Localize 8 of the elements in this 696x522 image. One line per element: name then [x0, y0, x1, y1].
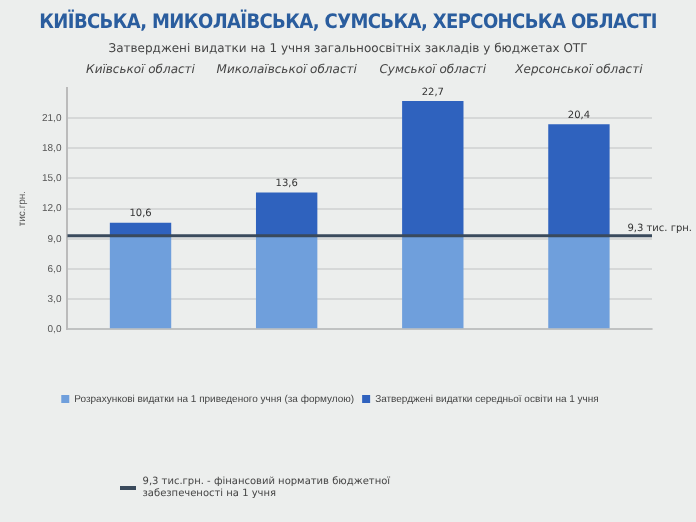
bar: [255, 235, 318, 329]
bar: [402, 235, 464, 329]
bar: [255, 192, 318, 236]
chart-title: КИЇВСЬКА, МИКОЛАЇВСЬКА, СУМСЬКА, ХЕРСОНСЬКА ОБЛАСТІ: [37, 12, 659, 34]
bar: [548, 124, 610, 236]
bar: [109, 235, 172, 329]
bar: [548, 235, 610, 329]
bar: [402, 101, 464, 236]
